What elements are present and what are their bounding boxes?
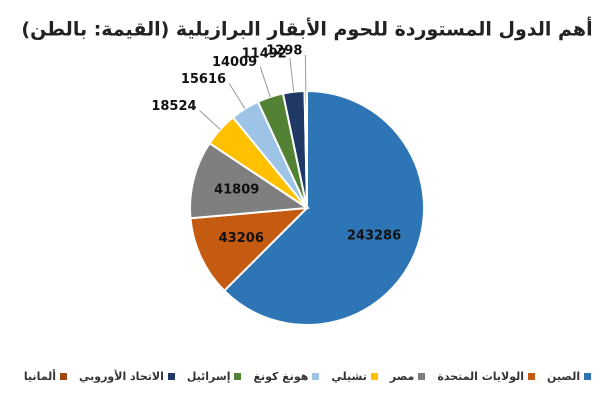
data-label: 1298 [266, 44, 302, 59]
data-label: 14009 [212, 55, 257, 70]
leader-line [289, 57, 295, 92]
chart-title: أهم الدول المستوردة للحوم الأبقار البراز… [21, 17, 592, 41]
legend-item: الولايات المتحدة [437, 370, 536, 383]
legend-swatch [59, 373, 67, 380]
legend-label: الولايات المتحدة [437, 370, 525, 383]
legend-item: تشيلي [331, 370, 378, 383]
data-label: 41809 [214, 183, 259, 198]
legend-swatch [584, 373, 592, 380]
legend-swatch [528, 373, 536, 380]
legend-label: إسرائيل [186, 370, 231, 383]
pie-slice [189, 206, 310, 293]
data-label: 43206 [219, 231, 264, 246]
legend-label: تشيلي [331, 370, 367, 383]
leader-line [259, 66, 271, 98]
legend: الصين الولايات المتحدة مصر تشيلي هونغ كونغ إس… [0, 370, 615, 383]
pie-slice [222, 89, 425, 326]
legend-swatch [418, 373, 426, 380]
legend-swatch [312, 373, 320, 380]
pie-slice [303, 89, 308, 209]
legend-label: ألمانيا [23, 370, 56, 383]
data-label: 243286 [347, 228, 401, 243]
legend-swatch [167, 373, 175, 380]
leader-line [228, 83, 246, 110]
legend-item: إسرائيل [187, 370, 242, 383]
pie-slice [189, 141, 310, 220]
legend-item: الصين [547, 370, 592, 383]
legend-item: ألمانيا [24, 370, 67, 383]
data-label: 15616 [181, 72, 226, 87]
legend-label: الصين [547, 370, 581, 383]
leader-line [199, 110, 221, 130]
data-label: 11492 [242, 46, 287, 61]
legend-label: الاتحاد الأوروبي [78, 370, 164, 383]
data-label: 18524 [151, 99, 196, 114]
legend-label: هونغ كونغ [253, 370, 309, 383]
legend-swatch [234, 373, 242, 380]
legend-item: هونغ كونغ [253, 370, 320, 383]
legend-swatch [370, 373, 378, 380]
legend-item: الاتحاد الأوروبي [79, 370, 175, 383]
legend-item: مصر [390, 370, 426, 383]
chart: أهم الدول المستوردة للحوم الأبقار البراز… [21, 17, 593, 326]
legend-label: مصر [389, 370, 415, 383]
